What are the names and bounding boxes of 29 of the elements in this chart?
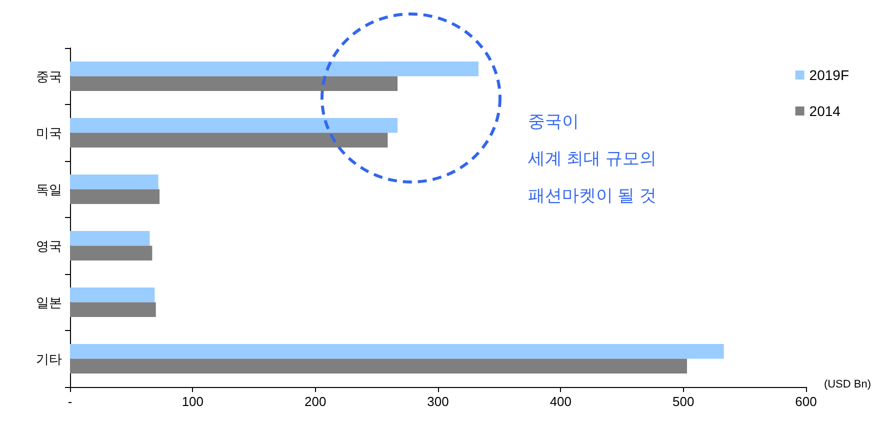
y-tick-label: 미국 bbox=[36, 125, 62, 140]
x-tick-label: 100 bbox=[182, 394, 204, 409]
bar bbox=[70, 288, 155, 302]
bar bbox=[70, 189, 160, 204]
bar bbox=[70, 76, 398, 91]
y-tick-label: 기타 bbox=[36, 351, 62, 366]
bar bbox=[70, 246, 152, 260]
x-tick-label: 200 bbox=[304, 394, 326, 409]
x-tick-label: 400 bbox=[550, 394, 572, 409]
bar bbox=[70, 344, 724, 359]
bar bbox=[70, 174, 158, 190]
bar bbox=[70, 302, 156, 317]
bar bbox=[70, 132, 388, 148]
bar bbox=[70, 118, 398, 133]
bar bbox=[70, 358, 688, 374]
y-tick-label: 일본 bbox=[36, 294, 62, 310]
x-tick-label: 600 bbox=[795, 394, 817, 409]
bar bbox=[70, 231, 150, 246]
legend-label: 2014 bbox=[809, 103, 841, 119]
y-tick-label: 중국 bbox=[36, 68, 62, 84]
x-tick-label: 300 bbox=[427, 394, 449, 409]
x-tick-label: - bbox=[68, 394, 72, 409]
legend-label: 2019F bbox=[809, 67, 850, 83]
annotation: 중국이 세계 최대 규모의 패션마켓이 될 것 bbox=[528, 112, 656, 205]
text: (USD Bn) bbox=[824, 378, 871, 390]
y-tick-label: 독일 bbox=[36, 182, 62, 197]
y-tick-label: 영국 bbox=[36, 238, 62, 254]
bar bbox=[70, 62, 478, 76]
x-tick-label: 500 bbox=[672, 394, 694, 409]
